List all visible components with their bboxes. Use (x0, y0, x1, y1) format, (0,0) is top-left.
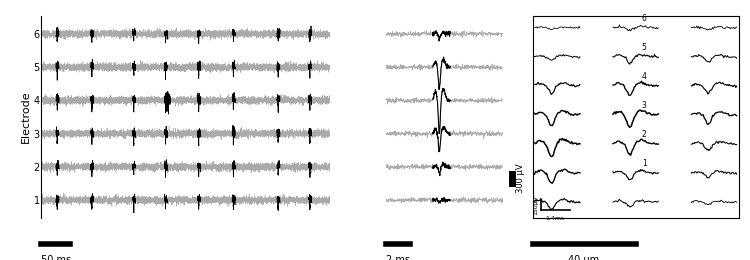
Text: 300 μV: 300 μV (517, 164, 526, 193)
Text: 2: 2 (642, 130, 646, 139)
Text: 40 μm: 40 μm (568, 255, 600, 260)
Text: 1.4ms: 1.4ms (545, 216, 565, 221)
Y-axis label: Electrode: Electrode (21, 91, 31, 143)
Text: 3: 3 (642, 101, 646, 110)
Text: 5: 5 (642, 43, 646, 52)
Text: 1: 1 (642, 159, 646, 168)
Text: 6: 6 (642, 14, 646, 23)
Text: 2 ms: 2 ms (386, 255, 410, 260)
Text: 50 ms: 50 ms (40, 255, 70, 260)
Text: 150μV: 150μV (534, 195, 538, 215)
Text: 4: 4 (642, 72, 646, 81)
